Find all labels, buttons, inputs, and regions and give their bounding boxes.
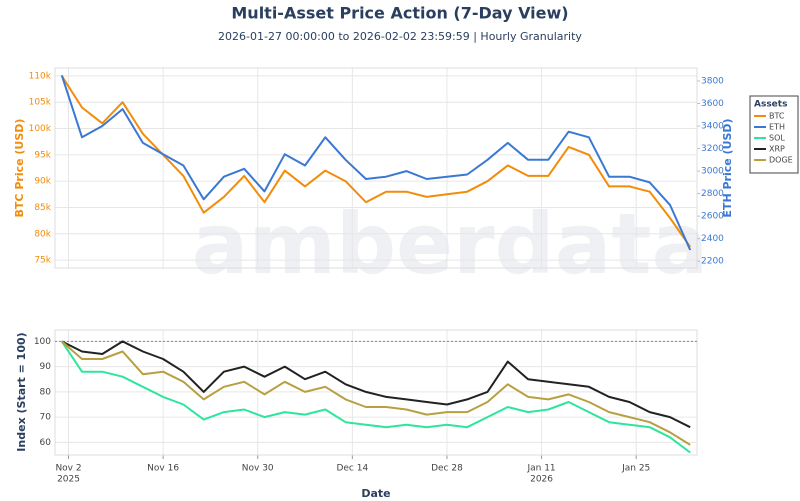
y-tick-label: 110k (29, 71, 52, 81)
series-line (60, 75, 692, 248)
chart-subtitle: 2026-01-27 00:00:00 to 2026-02-02 23:59:… (218, 30, 582, 43)
y2-tick-label: 2200 (701, 257, 724, 267)
legend-label: XRP (769, 145, 785, 154)
y-tick-label: 90 (40, 362, 52, 372)
chart-title: Multi-Asset Price Action (7-Day View) (231, 4, 568, 23)
x-tick-label: Nov 16 (147, 464, 179, 474)
x-tick-label: Dec 14 (336, 464, 368, 474)
x-tick-label: Dec 28 (431, 464, 463, 474)
legend-label: BTC (769, 112, 785, 121)
y2-tick-label: 2800 (701, 189, 724, 199)
y-tick-label: 80k (34, 229, 51, 239)
plot-frame (54, 329, 698, 456)
series-line (61, 340, 691, 429)
y2-tick-label: 3000 (701, 167, 724, 177)
y2-tick-label: 3600 (701, 99, 724, 109)
y-axis-title: Index (Start = 100) (15, 332, 28, 451)
x-tick-label: Jan 11 (526, 464, 555, 474)
legend-label: SOL (769, 134, 785, 143)
y-tick-label: 85k (34, 203, 51, 213)
series-line (61, 340, 691, 446)
y2-axis-title: ETH Price (USD) (721, 118, 734, 217)
legend-label: ETH (769, 123, 785, 132)
y-tick-label: 100 (34, 337, 51, 347)
series-line (60, 340, 691, 454)
y-tick-label: 90k (34, 177, 51, 187)
y-tick-label: 60 (40, 438, 52, 448)
x-tick-label: Nov 30 (242, 464, 274, 474)
y-tick-label: 70 (40, 413, 52, 423)
y2-tick-label: 2600 (701, 212, 724, 222)
x-tick-label: 2025 (57, 475, 80, 485)
x-tick-label: 2026 (530, 475, 553, 485)
x-axis-title: Date (361, 487, 390, 500)
y-tick-label: 105k (29, 98, 52, 108)
legend-label: DOGE (769, 156, 793, 165)
y-axis-title: BTC Price (USD) (13, 119, 26, 218)
y2-tick-label: 2400 (701, 234, 724, 244)
y-tick-label: 100k (29, 124, 52, 134)
y2-tick-label: 3800 (701, 76, 724, 86)
x-tick-label: Jan 25 (621, 464, 650, 474)
y-tick-label: 75k (34, 256, 51, 266)
series-line (60, 74, 692, 251)
x-tick-label: Nov 2 (55, 464, 81, 474)
y2-tick-label: 3200 (701, 144, 724, 154)
y2-tick-label: 3400 (701, 122, 724, 132)
plot-frame (54, 67, 698, 269)
y-tick-label: 80 (40, 387, 52, 397)
watermark: amberdata (192, 195, 708, 293)
legend-title: Assets (754, 100, 787, 110)
y-tick-label: 95k (34, 150, 51, 160)
